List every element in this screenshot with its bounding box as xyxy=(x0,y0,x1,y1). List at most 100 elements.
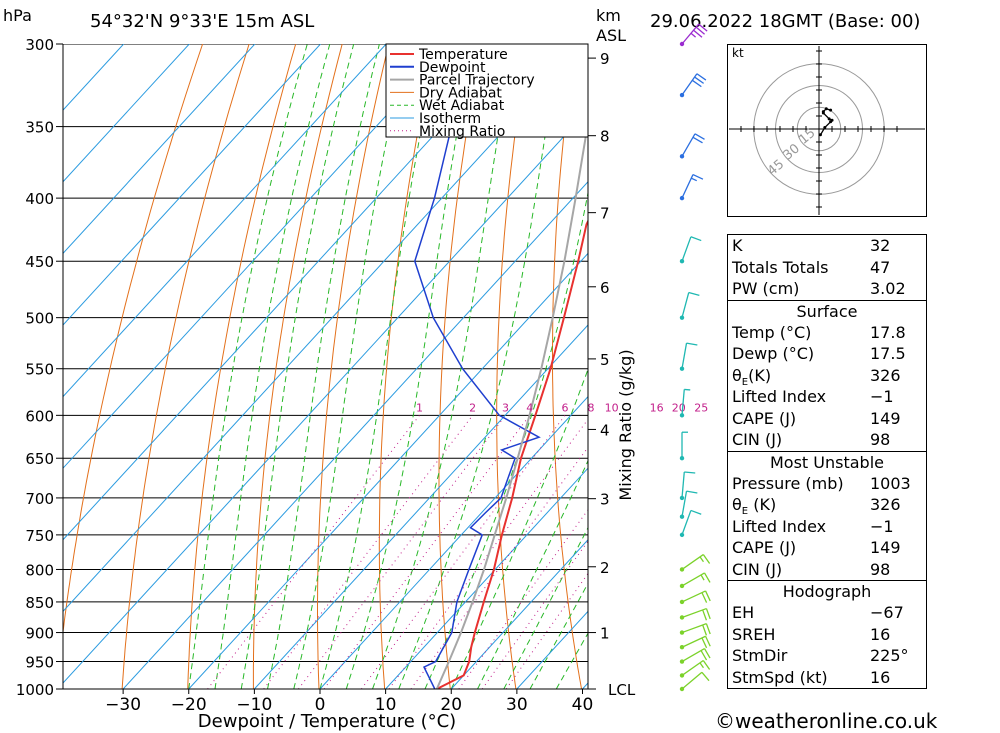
wind-barb-flag xyxy=(692,173,704,180)
legend-label: Dewpoint xyxy=(419,60,486,76)
wind-barb-flag xyxy=(699,556,704,563)
surface-label: CIN (J) xyxy=(732,430,783,449)
wet-adiabat-line xyxy=(450,367,588,689)
wind-barb-staff xyxy=(681,590,706,603)
dry-adiabat-line xyxy=(252,44,343,689)
most-unstable-title: Most Unstable xyxy=(770,452,884,472)
dry-adiabat-line xyxy=(659,44,713,689)
wind-barb xyxy=(681,236,702,262)
wind-barb xyxy=(681,133,705,157)
hodograph-point xyxy=(830,118,834,122)
wind-barb-flag xyxy=(692,136,703,144)
hodograph-param-label: SREH xyxy=(732,624,776,644)
wind-barb-flag xyxy=(699,662,704,669)
wind-barb-flag xyxy=(704,590,711,602)
hodograph-param-row: StmDir 225° xyxy=(728,645,926,667)
wind-barb-flag xyxy=(705,623,711,635)
wet-adiabat-line xyxy=(293,44,408,689)
isotherm-line xyxy=(63,44,518,541)
wet-adiabat-line xyxy=(214,44,331,689)
copyright: ©weatheronline.co.uk xyxy=(715,709,938,733)
legend-label: Parcel Trajectory xyxy=(419,73,535,89)
dry-adiabat-line xyxy=(496,44,529,689)
wind-barb-flag xyxy=(702,660,711,670)
index-value: 32 xyxy=(870,236,891,255)
most-unstable-row: Lifted Index −1 xyxy=(728,516,926,538)
wind-barb-flag xyxy=(705,608,711,620)
mixing-ratio-line xyxy=(207,414,420,689)
surface-label: Temp (°C) xyxy=(732,322,812,342)
most-unstable-label: Lifted Index xyxy=(732,516,827,536)
wind-barb-flag xyxy=(684,388,691,391)
dry-adiabat-line xyxy=(710,44,720,689)
surface-value: 98 xyxy=(870,430,891,449)
mixing-ratio-label: 3 xyxy=(502,401,509,414)
surface-label: Dewp (°C) xyxy=(732,344,815,363)
index-row: PW (cm) 3.02 xyxy=(728,278,926,300)
km-tick-label: 8 xyxy=(600,128,610,146)
hodograph-point xyxy=(827,117,831,121)
pressure-tick-label: 950 xyxy=(25,654,54,672)
wind-barb xyxy=(681,23,708,45)
wind-barb-flag xyxy=(684,471,696,474)
temperature-tick-label: 40 xyxy=(572,695,594,715)
hodograph-param-label: StmSpd (kt) xyxy=(732,667,828,687)
wind-barb xyxy=(681,590,711,603)
mixing-ratio-label: 6 xyxy=(562,401,569,414)
hodograph-param-value: 16 xyxy=(870,624,891,644)
mixing-ratio-label: 1 xyxy=(416,401,423,414)
most-unstable-value: 149 xyxy=(870,538,901,557)
index-label: PW (cm) xyxy=(732,279,800,298)
dry-adiabat-line xyxy=(121,44,250,689)
most-unstable-row: θE (K) 326 xyxy=(728,494,926,517)
location-title: 54°32'N 9°33'E 15m ASL xyxy=(90,11,315,32)
index-label: K xyxy=(732,236,743,255)
wind-barb-flag xyxy=(702,624,708,636)
wind-barb-flag xyxy=(690,32,697,38)
wind-barb-flag xyxy=(701,671,710,682)
dry-adiabat-line xyxy=(552,44,582,689)
index-label: Totals Totals xyxy=(732,257,829,277)
km-tick-label: 4 xyxy=(600,421,610,439)
wind-barb xyxy=(681,73,707,96)
wind-barb-flag xyxy=(701,637,708,649)
wind-barb xyxy=(681,388,691,416)
wind-barb xyxy=(681,647,711,663)
isotherm-line xyxy=(385,467,588,689)
temperature-line xyxy=(436,219,588,689)
wind-barb-flag xyxy=(688,291,700,297)
mixing-ratio-label: 10 xyxy=(605,401,619,414)
wet-adiabat-line xyxy=(188,44,308,689)
most-unstable-value: 1003 xyxy=(870,473,911,493)
surface-row: θE(K) 326 xyxy=(728,365,926,388)
wind-barb-flag xyxy=(700,650,708,661)
wind-barb-staff xyxy=(681,292,690,318)
unit-asl: ASL xyxy=(596,26,627,45)
wind-barb-flag xyxy=(696,73,707,81)
wind-barb-staff xyxy=(681,236,692,262)
skewt-chart: 1 2 3 4 6 8 10 16 20 2530035040045050055060065070… xyxy=(16,23,720,732)
surface-title: Surface xyxy=(796,301,858,321)
pressure-tick-label: 500 xyxy=(25,310,54,328)
wind-barb-flag xyxy=(690,236,702,242)
wind-barb-staff xyxy=(681,133,696,157)
index-row: K 32 xyxy=(728,235,926,257)
parcel-trajectory-line xyxy=(435,116,588,689)
surface-label: CAPE (J) xyxy=(732,408,797,428)
wind-barb-staff xyxy=(681,635,706,648)
temperature-tick-label: 20 xyxy=(440,695,462,715)
hodograph-param-value: −67 xyxy=(870,603,904,622)
wind-barb-staff xyxy=(681,389,685,416)
hodograph-table-title: Hodograph xyxy=(782,582,872,601)
mixing-ratio-line xyxy=(458,508,588,689)
wet-adiabat-line xyxy=(345,44,475,689)
hodograph-param-label: StmDir xyxy=(732,646,788,665)
isotherm-line xyxy=(254,324,588,689)
pressure-tick-label: 450 xyxy=(25,253,54,271)
mixing-ratio-line xyxy=(360,415,566,689)
km-tick-label: 6 xyxy=(600,279,610,297)
lcl-label: LCL xyxy=(608,681,636,699)
surface-row: Dewp (°C) 17.5 xyxy=(728,343,926,365)
